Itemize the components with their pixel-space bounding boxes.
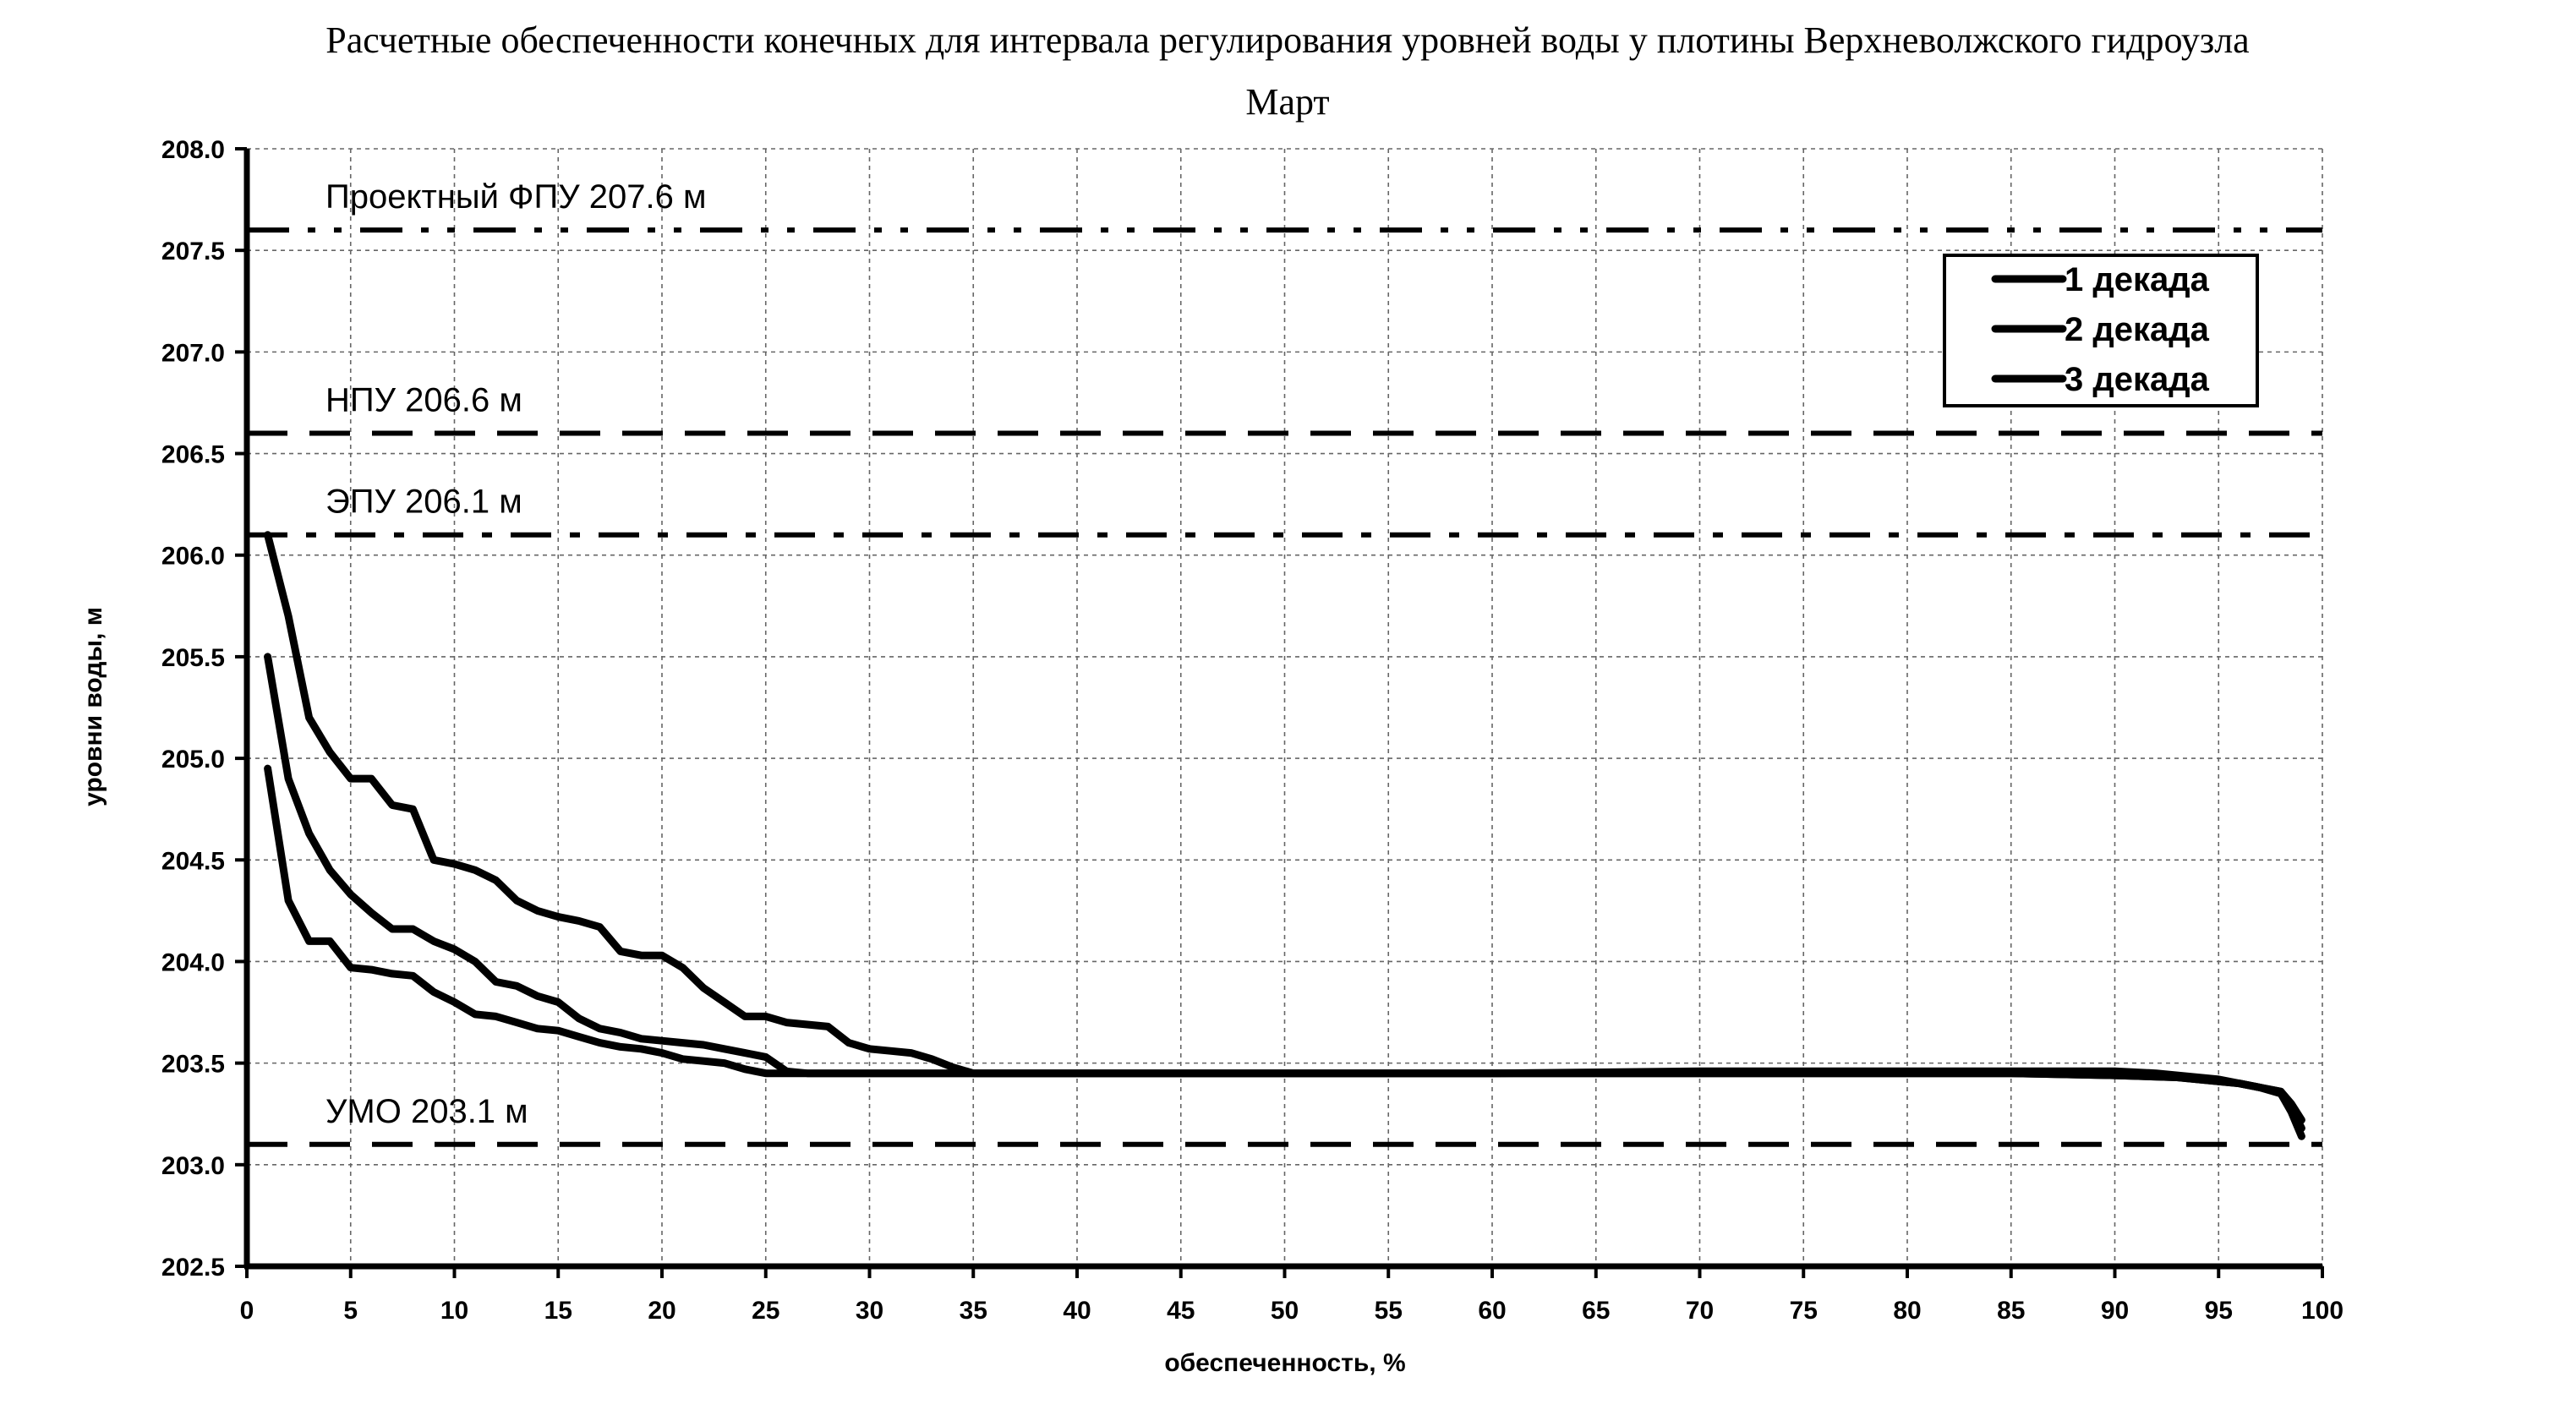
legend-label: 3 декада	[2065, 361, 2210, 398]
series-line	[264, 653, 2305, 1140]
x-tick-label: 100	[2301, 1297, 2344, 1325]
x-tick-label: 35	[960, 1297, 987, 1325]
y-tick-label: 205.0	[161, 746, 225, 773]
x-tick-label: 45	[1167, 1297, 1195, 1325]
series-group	[264, 531, 2305, 1140]
y-tick-label: 205.5	[161, 644, 225, 672]
x-tick-label: 90	[2101, 1297, 2129, 1325]
x-tick-label: 60	[1478, 1297, 1506, 1325]
legend: 1 декада 2 декада 3 декада	[1943, 254, 2259, 407]
reference-line-label: УМО 203.1 м	[325, 1093, 528, 1130]
x-tick-label: 85	[1997, 1297, 2025, 1325]
y-tick-label: 208.0	[161, 136, 225, 164]
reference-line-label: НПУ 206.6 м	[325, 382, 522, 419]
y-tick-label: 206.0	[161, 543, 225, 571]
y-tick-label: 204.0	[161, 948, 225, 976]
x-tick-label: 20	[648, 1297, 675, 1325]
x-tick-label: 30	[856, 1297, 883, 1325]
x-tick-label: 80	[1893, 1297, 1921, 1325]
x-tick-label: 25	[752, 1297, 779, 1325]
x-tick-label: 40	[1063, 1297, 1091, 1325]
tick-labels: 202.5 203.0 203.5 204.0 204.5 205.0 205.5 206.0…	[161, 136, 2344, 1325]
y-tick-label: 206.5	[161, 441, 225, 469]
x-tick-label: 0	[240, 1297, 254, 1325]
reference-lines: Проектный ФПУ 207.6 м НПУ 206.6 м ЭПУ 206.…	[247, 178, 2322, 1147]
y-tick-label: 204.5	[161, 847, 225, 875]
y-tick-label: 207.0	[161, 339, 225, 367]
x-tick-label: 65	[1582, 1297, 1610, 1325]
x-tick-label: 10	[440, 1297, 468, 1325]
y-axis-label: уровни воды, м	[79, 607, 107, 806]
legend-label: 1 декада	[2065, 261, 2210, 298]
y-tick-label: 203.5	[161, 1051, 225, 1079]
x-tick-label: 75	[1790, 1297, 1818, 1325]
x-tick-label: 5	[343, 1297, 358, 1325]
series-line	[264, 531, 2305, 1124]
reference-line-label: Проектный ФПУ 207.6 м	[325, 178, 706, 216]
x-tick-label: 70	[1686, 1297, 1714, 1325]
legend-label: 2 декада	[2065, 311, 2210, 348]
x-tick-label: 95	[2205, 1297, 2233, 1325]
x-axis-label: обеспеченность, %	[1164, 1349, 1405, 1377]
y-tick-label: 202.5	[161, 1254, 225, 1282]
axes	[235, 147, 2324, 1278]
y-tick-label: 203.0	[161, 1152, 225, 1180]
y-tick-label: 207.5	[161, 238, 225, 265]
chart-subtitle: Март	[1245, 81, 1329, 123]
x-tick-label: 50	[1271, 1297, 1299, 1325]
x-tick-label: 15	[544, 1297, 572, 1325]
chart-title: Расчетные обеспеченности конечных для ин…	[325, 19, 2249, 61]
reference-line-label: ЭПУ 206.1 м	[325, 484, 522, 521]
x-tick-label: 55	[1375, 1297, 1403, 1325]
